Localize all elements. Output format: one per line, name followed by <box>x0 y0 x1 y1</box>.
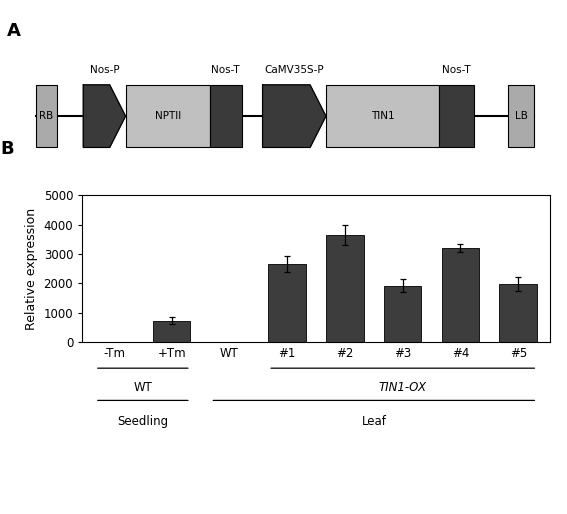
Y-axis label: Relative expression: Relative expression <box>25 208 38 329</box>
Bar <box>384 286 421 342</box>
Bar <box>210 85 242 148</box>
Bar <box>153 321 191 342</box>
Bar <box>36 85 57 148</box>
Text: Nos-T: Nos-T <box>211 65 240 75</box>
Bar <box>326 235 364 342</box>
Text: WT: WT <box>133 381 153 394</box>
Text: NPTII: NPTII <box>155 111 181 121</box>
Bar <box>326 85 439 148</box>
Polygon shape <box>83 85 125 148</box>
Text: B: B <box>1 140 14 158</box>
Bar <box>268 264 306 342</box>
Text: TIN1-OX: TIN1-OX <box>379 381 427 394</box>
Bar <box>125 85 210 148</box>
Text: Leaf: Leaf <box>361 415 386 428</box>
Text: CaMV35S-P: CaMV35S-P <box>264 65 324 75</box>
Bar <box>500 284 537 342</box>
Bar <box>439 85 473 148</box>
Text: Seedling: Seedling <box>117 415 168 428</box>
Text: TIN1: TIN1 <box>371 111 395 121</box>
Text: Nos-P: Nos-P <box>90 65 119 75</box>
Text: LB: LB <box>514 111 527 121</box>
Text: Nos-T: Nos-T <box>442 65 471 75</box>
Text: RB: RB <box>39 111 53 121</box>
Text: A: A <box>7 23 21 41</box>
Bar <box>508 85 534 148</box>
Polygon shape <box>263 85 326 148</box>
Bar <box>442 248 479 342</box>
